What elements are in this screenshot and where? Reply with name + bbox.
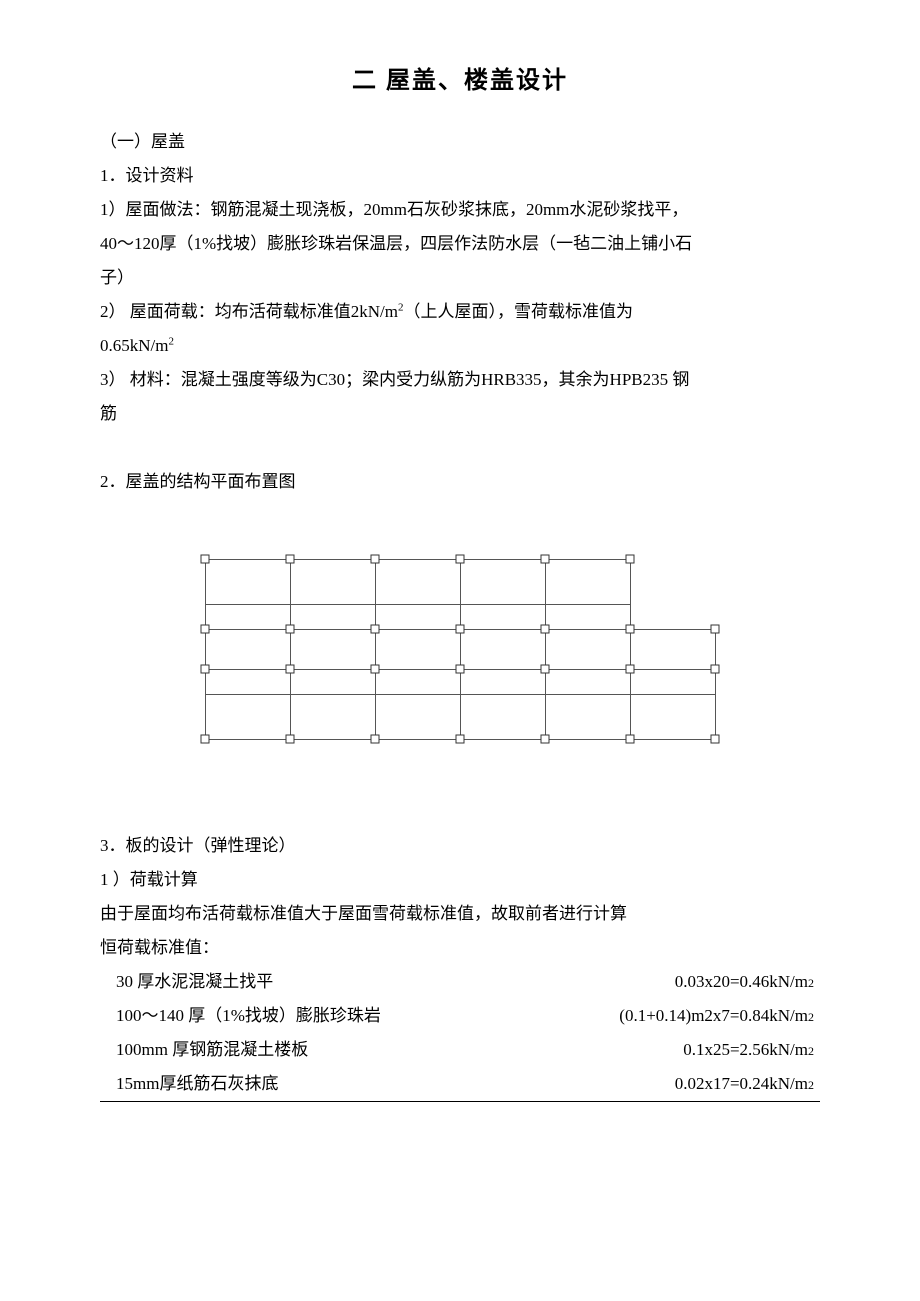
beam-horizontal — [205, 604, 630, 605]
item-2-line-b: 0.65kN/m2 — [100, 329, 820, 363]
load-table: 30 厚水泥混凝土找平0.03x20=0.46kN/m2100～140 厚（1%… — [100, 965, 820, 1102]
item-2b-pre: 0.65kN/m — [100, 336, 168, 355]
column-node — [286, 665, 295, 674]
beam-horizontal — [630, 669, 715, 670]
load-row: 100mm 厚钢筋混凝土楼板 0.1x25=2.56kN/m2 — [100, 1033, 820, 1067]
column-node — [626, 665, 635, 674]
column-node — [541, 625, 550, 634]
item-2-post: （上人屋面），雪荷载标准值为 — [403, 302, 633, 321]
column-node — [371, 555, 380, 564]
column-node — [626, 735, 635, 744]
item-1-line-a: 1）屋面做法：钢筋混凝土现浇板，20mm石灰砂浆抹底，20mm水泥砂浆找平， — [100, 193, 820, 227]
section-3-heading: 3．板的设计（弹性理论） — [100, 829, 820, 863]
beam-horizontal — [630, 739, 715, 740]
load-label: 15mm厚纸筋石灰抹底 — [106, 1067, 278, 1101]
item-3-line-b: 筋 — [100, 397, 820, 431]
column-node — [626, 555, 635, 564]
load-calc: (0.1+0.14)m2x7=0.84kN/m2 — [619, 999, 814, 1033]
item-3-line-a: 3） 材料：混凝土强度等级为C30；梁内受力纵筋为HRB335，其余为HPB23… — [100, 363, 820, 397]
section-2-heading: 2．屋盖的结构平面布置图 — [100, 465, 820, 499]
section-1-heading: （一）屋盖 — [100, 125, 820, 159]
unit-superscript: 2 — [808, 1078, 814, 1092]
structural-plan-diagram — [100, 549, 820, 749]
beam-vertical — [460, 559, 461, 739]
column-node — [456, 665, 465, 674]
column-node — [456, 625, 465, 634]
beam-vertical — [715, 629, 716, 739]
item-2-line-a: 2） 屋面荷载：均布活荷载标准值2kN/m2（上人屋面），雪荷载标准值为 — [100, 295, 820, 329]
column-node — [711, 735, 720, 744]
beam-vertical — [630, 559, 631, 739]
column-node — [626, 625, 635, 634]
load-label: 100mm 厚钢筋混凝土楼板 — [106, 1033, 308, 1067]
column-node — [201, 665, 210, 674]
load-calc: 0.02x17=0.24kN/m2 — [675, 1067, 814, 1101]
column-node — [371, 665, 380, 674]
load-calc: 0.1x25=2.56kN/m2 — [683, 1033, 814, 1067]
column-node — [541, 665, 550, 674]
subsection-1-1: 1．设计资料 — [100, 159, 820, 193]
column-node — [371, 735, 380, 744]
beam-vertical — [205, 559, 206, 739]
column-node — [286, 735, 295, 744]
beam-vertical — [375, 559, 376, 739]
load-label: 100～140 厚（1%找坡）膨胀珍珠岩 — [106, 999, 381, 1033]
column-node — [371, 625, 380, 634]
load-note: 由于屋面均布活荷载标准值大于屋面雪荷载标准值，故取前者进行计算 — [100, 897, 820, 931]
unit-superscript: 2 — [808, 976, 814, 990]
beam-horizontal — [205, 739, 630, 740]
dead-load-heading: 恒荷载标准值： — [100, 931, 820, 965]
beam-vertical — [545, 559, 546, 739]
load-label: 30 厚水泥混凝土找平 — [106, 965, 273, 999]
column-node — [541, 555, 550, 564]
item-1-line-c: 子） — [100, 261, 820, 295]
load-row: 15mm厚纸筋石灰抹底 0.02x17=0.24kN/m2 — [100, 1067, 820, 1102]
beam-horizontal — [205, 629, 630, 630]
column-node — [286, 555, 295, 564]
load-row: 30 厚水泥混凝土找平 0.03x20=0.46kN/m2 — [100, 965, 820, 999]
column-node — [456, 555, 465, 564]
beam-horizontal — [205, 669, 630, 670]
item-2-pre: 2） 屋面荷载：均布活荷载标准值2kN/m — [100, 302, 398, 321]
column-node — [711, 625, 720, 634]
load-calc: 0.03x20=0.46kN/m2 — [675, 965, 814, 999]
unit-superscript: 2 — [808, 1044, 814, 1058]
column-node — [201, 625, 210, 634]
column-node — [286, 625, 295, 634]
column-node — [201, 555, 210, 564]
column-node — [541, 735, 550, 744]
beam-vertical — [290, 559, 291, 739]
beam-horizontal — [205, 559, 630, 560]
document-page: 二 屋盖、楼盖设计 （一）屋盖 1．设计资料 1）屋面做法：钢筋混凝土现浇板，2… — [0, 0, 920, 1142]
column-node — [456, 735, 465, 744]
page-title: 二 屋盖、楼盖设计 — [100, 60, 820, 95]
column-node — [201, 735, 210, 744]
subsection-3-1: 1 ）荷载计算 — [100, 863, 820, 897]
load-row: 100～140 厚（1%找坡）膨胀珍珠岩 (0.1+0.14)m2x7=0.84k… — [100, 999, 820, 1033]
unit-superscript: 2 — [808, 1010, 814, 1024]
beam-horizontal — [630, 694, 715, 695]
column-node — [711, 665, 720, 674]
item-1-line-b: 40～120厚（1%找坡）膨胀珍珠岩保温层，四层作法防水层（一毡二油上铺小石 — [100, 227, 820, 261]
beam-horizontal — [205, 694, 630, 695]
beam-horizontal — [630, 629, 715, 630]
superscript-2: 2 — [168, 335, 174, 347]
